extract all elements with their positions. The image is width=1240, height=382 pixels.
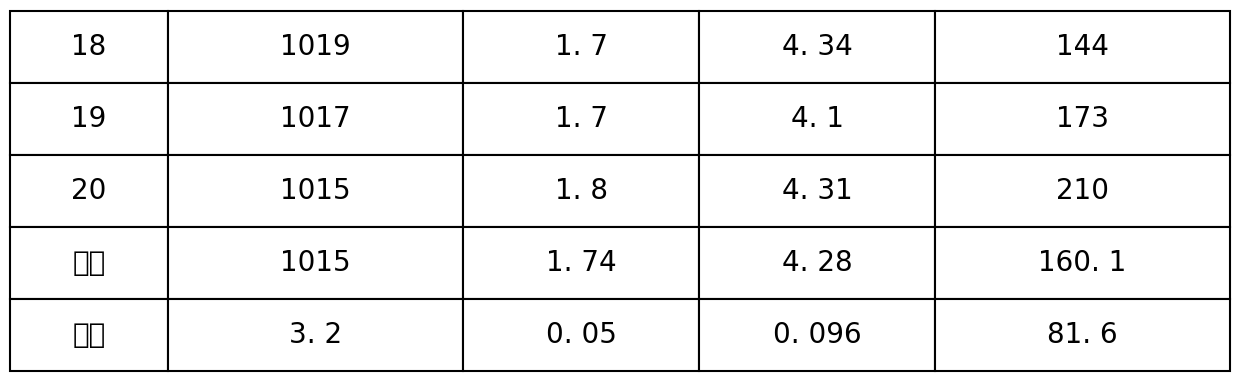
Bar <box>463 155 699 227</box>
Bar <box>169 11 463 83</box>
Bar <box>10 83 169 155</box>
Bar <box>699 227 935 299</box>
Text: 1015: 1015 <box>280 177 351 205</box>
Bar <box>463 299 699 371</box>
Text: 4. 34: 4. 34 <box>781 33 852 62</box>
Bar <box>699 299 935 371</box>
Text: 20: 20 <box>72 177 107 205</box>
Bar <box>935 299 1230 371</box>
Text: 4. 31: 4. 31 <box>781 177 852 205</box>
Bar <box>935 83 1230 155</box>
Bar <box>10 155 169 227</box>
Text: 173: 173 <box>1056 105 1109 133</box>
Text: 1. 7: 1. 7 <box>554 33 608 62</box>
Text: 144: 144 <box>1056 33 1109 62</box>
Bar <box>10 227 169 299</box>
Text: 偏差: 偏差 <box>72 320 105 349</box>
Bar <box>935 227 1230 299</box>
Bar <box>10 11 169 83</box>
Text: 0. 096: 0. 096 <box>773 320 862 349</box>
Text: 1015: 1015 <box>280 249 351 277</box>
Text: 1. 74: 1. 74 <box>546 249 616 277</box>
Bar <box>935 155 1230 227</box>
Text: 1019: 1019 <box>280 33 351 62</box>
Bar <box>699 83 935 155</box>
Text: 81. 6: 81. 6 <box>1048 320 1118 349</box>
Bar <box>463 83 699 155</box>
Text: 4. 1: 4. 1 <box>791 105 843 133</box>
Text: 19: 19 <box>72 105 107 133</box>
Bar <box>169 299 463 371</box>
Bar <box>463 227 699 299</box>
Text: 1. 7: 1. 7 <box>554 105 608 133</box>
Text: 3. 2: 3. 2 <box>289 320 342 349</box>
Text: 160. 1: 160. 1 <box>1038 249 1127 277</box>
Bar <box>10 299 169 371</box>
Text: 210: 210 <box>1056 177 1109 205</box>
Bar <box>699 11 935 83</box>
Bar <box>169 155 463 227</box>
Text: 0. 05: 0. 05 <box>546 320 616 349</box>
Bar <box>169 83 463 155</box>
Bar <box>169 227 463 299</box>
Text: 18: 18 <box>72 33 107 62</box>
Text: 1017: 1017 <box>280 105 351 133</box>
Text: 4. 28: 4. 28 <box>781 249 852 277</box>
Text: 均値: 均値 <box>72 249 105 277</box>
Bar <box>935 11 1230 83</box>
Bar <box>699 155 935 227</box>
Text: 1. 8: 1. 8 <box>554 177 608 205</box>
Bar <box>463 11 699 83</box>
